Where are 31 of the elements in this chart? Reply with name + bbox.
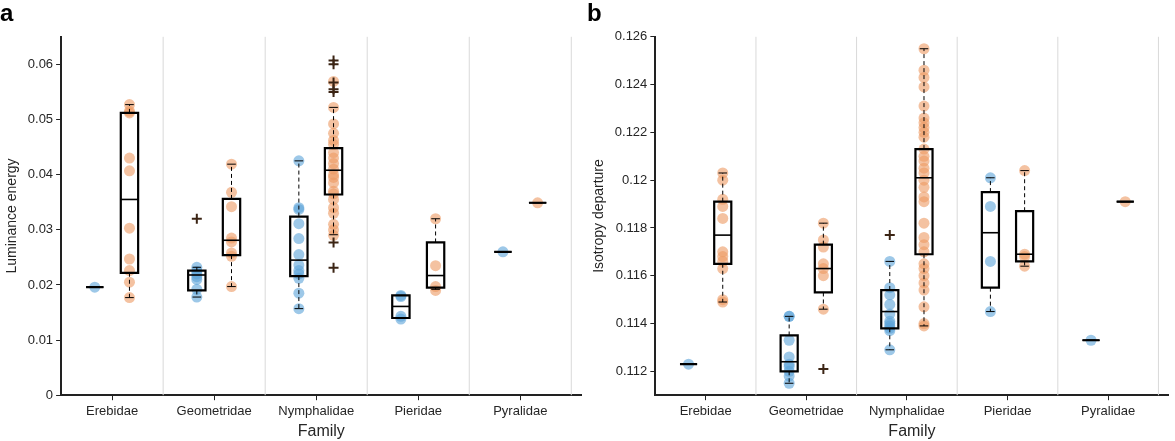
x-tick-label: Erebidae bbox=[679, 402, 732, 418]
x-axis-title: Family bbox=[888, 421, 936, 439]
x-tick-label: Geometridae bbox=[176, 402, 252, 418]
x-tick-label: Pieridae bbox=[983, 402, 1032, 418]
x-tick-label: Pyralidae bbox=[493, 402, 548, 418]
y-axis-title: Luminance energy bbox=[3, 158, 20, 274]
y-tick-label: 0.12 bbox=[622, 171, 648, 187]
x-tick-label: Erebidae bbox=[86, 402, 139, 418]
y-tick-label: 0.01 bbox=[27, 331, 54, 347]
y-tick-label: 0.122 bbox=[614, 123, 648, 139]
y-tick-label: 0.126 bbox=[614, 28, 648, 44]
chart-title: a bbox=[0, 0, 14, 27]
y-tick-label: 0.118 bbox=[615, 219, 648, 235]
y-tick-label: 0.06 bbox=[27, 55, 54, 71]
y-tick-label: 0.124 bbox=[614, 76, 648, 92]
x-tick-label: Nymphalidae bbox=[278, 402, 355, 418]
y-tick-label: 0.04 bbox=[27, 166, 54, 182]
y-axis-title: Isotropy departure bbox=[590, 158, 607, 273]
x-tick-label: Pieridae bbox=[394, 402, 443, 418]
x-tick-label: Geometridae bbox=[768, 402, 844, 418]
y-tick-label: 0.05 bbox=[27, 111, 54, 127]
y-tick-label: 0.02 bbox=[27, 276, 54, 292]
y-tick-label: 0 bbox=[45, 386, 54, 402]
x-tick-label: Nymphalidae bbox=[868, 402, 945, 418]
x-tick-label: Pyralidae bbox=[1081, 402, 1136, 418]
x-axis-title: Family bbox=[297, 421, 345, 439]
y-tick-label: 0.116 bbox=[615, 267, 648, 283]
y-tick-label: 0.112 bbox=[615, 362, 648, 378]
y-tick-label: 0.114 bbox=[615, 315, 648, 331]
y-tick-label: 0.03 bbox=[27, 221, 54, 237]
chart-title: b bbox=[587, 0, 602, 27]
